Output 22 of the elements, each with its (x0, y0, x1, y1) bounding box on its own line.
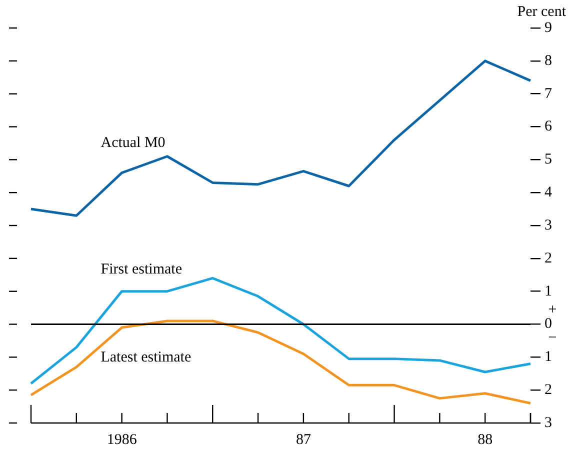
x-tick-label: 1986 (106, 432, 138, 448)
y-tick-label: 3 (544, 414, 552, 431)
y-tick-label: 9 (544, 20, 552, 36)
series-label: Latest estimate (100, 349, 192, 366)
y-tick-label: 0 (544, 316, 552, 332)
x-tick-label: 87 (296, 432, 312, 448)
y-tick-label: 2 (544, 250, 552, 266)
y-tick-label: 3 (544, 217, 552, 234)
y-axis-title: Per cent (517, 4, 567, 20)
series-label: Actual M0 (100, 134, 166, 151)
y-tick-label: 7 (544, 86, 552, 102)
y-tick-label: 5 (544, 152, 552, 168)
y-tick-label: 6 (544, 118, 552, 135)
text: − (548, 330, 557, 346)
y-tick-label: 2 (544, 382, 552, 398)
y-tick-label: 8 (544, 52, 552, 69)
text: + (548, 302, 557, 318)
y-tick-label: 4 (544, 184, 552, 201)
x-tick-label: 88 (478, 432, 493, 448)
series-label: First estimate (100, 261, 182, 278)
y-tick-label: 1 (544, 349, 552, 366)
y-tick-label: 1 (544, 283, 552, 300)
